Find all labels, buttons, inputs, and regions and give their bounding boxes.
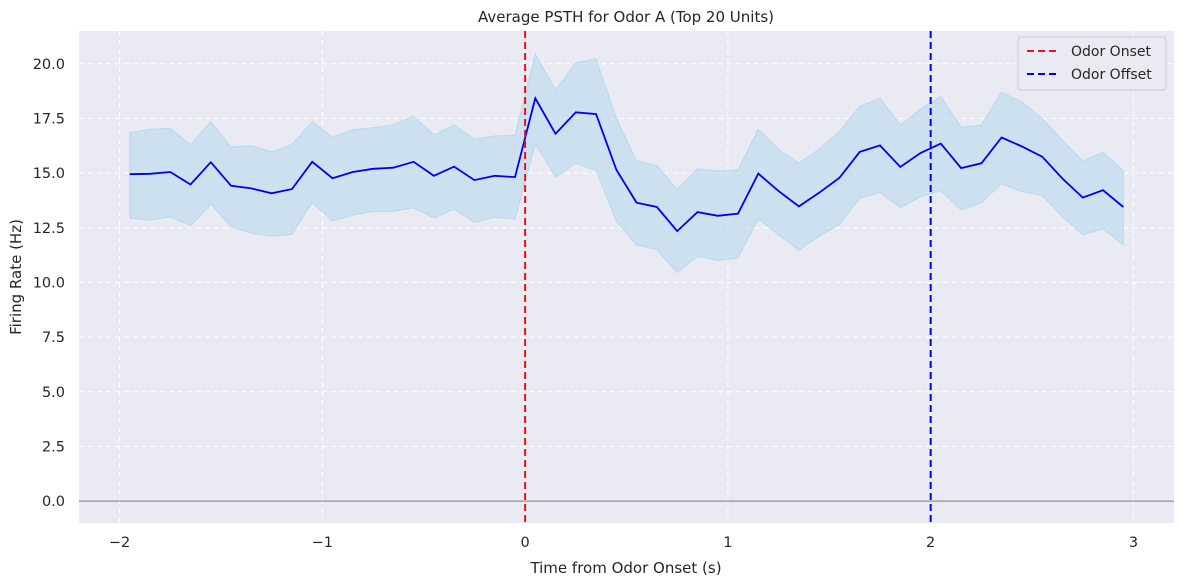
- x-tick-label: 3: [1129, 535, 1138, 551]
- x-tick-label: −1: [312, 535, 333, 551]
- x-axis-label: Time from Odor Onset (s): [529, 559, 721, 577]
- x-tick-label: 0: [520, 535, 529, 551]
- y-tick-label: 20.0: [33, 57, 65, 73]
- legend-offset-label: Odor Offset: [1071, 67, 1152, 83]
- y-tick-label: 17.5: [33, 111, 65, 127]
- x-tick-labels: −2 −1 0 1 2 3: [109, 535, 1138, 551]
- y-tick-label: 0.0: [42, 494, 65, 510]
- y-tick-label: 7.5: [42, 330, 65, 346]
- x-tick-label: 2: [926, 535, 935, 551]
- x-tick-label: −2: [109, 535, 130, 551]
- y-tick-label: 2.5: [42, 439, 65, 455]
- legend-onset-label: Odor Onset: [1071, 44, 1151, 60]
- mean-firing-rate-line: [129, 95, 1124, 233]
- y-tick-labels: 0.0 2.5 5.0 7.5 10.0 12.5 15.0 17.5 20.0: [33, 57, 65, 510]
- y-tick-label: 12.5: [33, 221, 65, 237]
- y-tick-label: 5.0: [42, 385, 65, 401]
- legend: Odor Onset Odor Offset: [1017, 36, 1167, 91]
- confidence-band: [129, 52, 1124, 274]
- x-tick-label: 1: [723, 535, 732, 551]
- y-axis-label: Firing Rate (Hz): [7, 219, 25, 335]
- y-tick-label: 15.0: [33, 166, 65, 182]
- y-tick-label: 10.0: [33, 275, 65, 291]
- chart-title: Average PSTH for Odor A (Top 20 Units): [478, 8, 774, 26]
